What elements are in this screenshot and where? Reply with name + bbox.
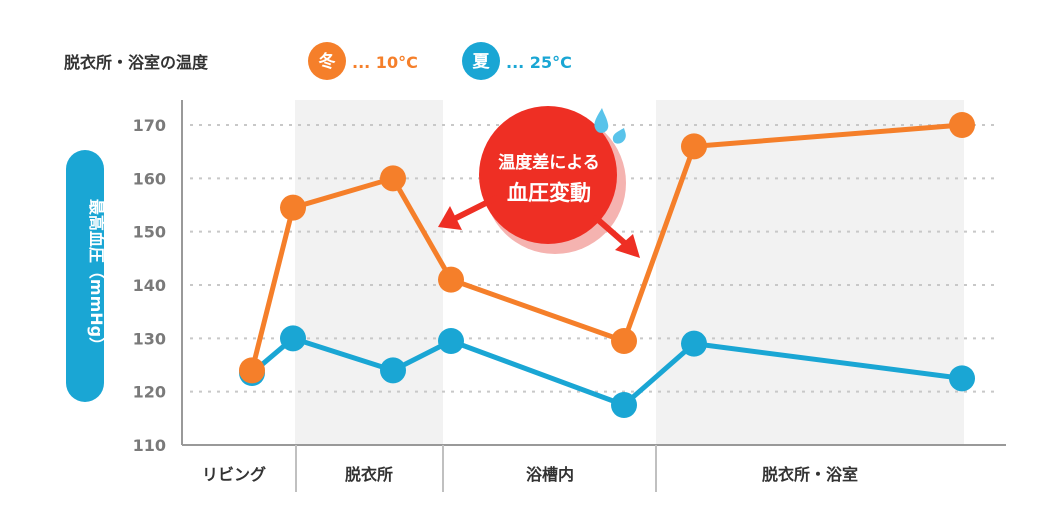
legend-winter-badge-text: 冬 [319, 51, 336, 72]
series-layer [239, 112, 975, 418]
winter-data-point [380, 165, 406, 192]
x-category-datsuijo-yokushitsu: 脱衣所・浴室 [762, 465, 858, 484]
x-category-living: リビング [202, 465, 266, 484]
winter-data-point [438, 266, 464, 293]
arrow-left-shaft [449, 195, 499, 223]
y-tick-label: 140 [133, 276, 166, 295]
legend-title: 脱衣所・浴室の温度 [64, 53, 209, 72]
shade-datsuijo [295, 100, 443, 445]
summer-data-point [681, 330, 707, 357]
winter-data-point [949, 112, 975, 138]
summer-data-point [380, 357, 406, 384]
annotation-line-2: 血圧変動 [507, 181, 591, 205]
annotation-circle [479, 106, 617, 244]
bp-change-annotation: 温度差による 血圧変動 [438, 106, 640, 258]
y-axis-label: 最高血圧（mmHg） [87, 199, 106, 353]
legend-winter-badge [308, 42, 346, 80]
arrow-right-shaft [593, 215, 631, 249]
y-tick-label: 150 [133, 223, 166, 242]
legend-winter-value: ... 10°C [352, 53, 418, 72]
sweat-drop-icon [594, 108, 609, 133]
y-tick-labels: 110 120 130 140 150 160 170 [133, 116, 166, 455]
summer-data-point [611, 392, 637, 418]
legend-summer-badge-text: 夏 [473, 52, 491, 72]
sweat-drop-icon [612, 128, 626, 144]
y-axis-label-pill [66, 150, 104, 402]
shade-datsuijo-yokushitsu [656, 100, 964, 445]
y-tick-label: 120 [133, 383, 166, 402]
summer-data-point [949, 365, 975, 392]
winter-data-point [239, 357, 265, 384]
y-tick-label: 130 [133, 329, 166, 348]
summer-data-point [438, 328, 464, 354]
y-tick-label: 170 [133, 116, 166, 135]
annotation-line-1: 温度差による [498, 152, 600, 173]
y-tick-label: 160 [133, 169, 166, 188]
arrow-left-head-icon [438, 206, 462, 230]
winter-data-point [280, 194, 306, 221]
winter-data-point [681, 133, 707, 160]
legend-summer-badge [462, 42, 500, 80]
summer-data-point [280, 325, 306, 352]
x-category-yokuso: 浴槽内 [526, 465, 574, 484]
x-category-datsuijo: 脱衣所 [345, 465, 393, 484]
y-tick-label: 110 [133, 436, 166, 455]
winter-data-point [611, 328, 637, 354]
arrow-right-head-icon [615, 234, 640, 258]
legend-summer-value: ... 25°C [506, 53, 572, 72]
